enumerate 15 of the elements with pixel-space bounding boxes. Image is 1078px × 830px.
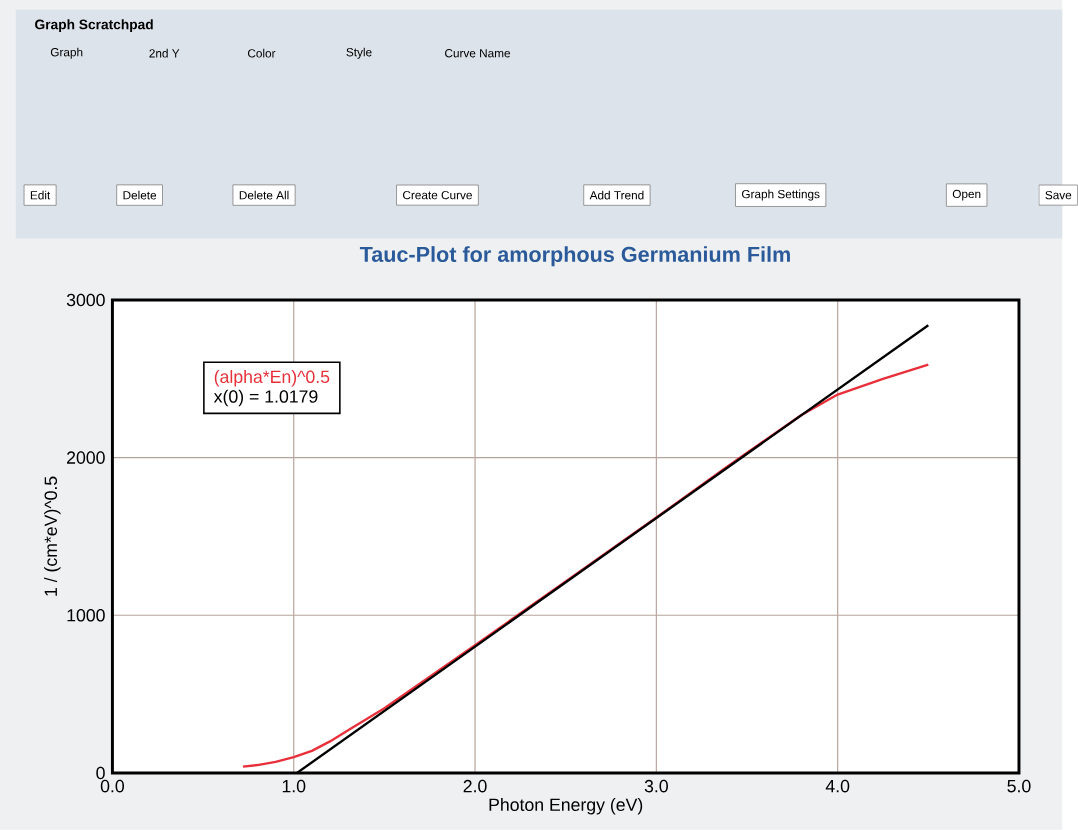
y-tick-label: 2000 [67,451,105,465]
x-axis-title: Photon Energy (eV) [489,798,643,815]
y-tick-label: 1000 [67,609,105,622]
text: x(0) = 1.0179 [213,389,318,407]
x-tick-label: 2.0 [463,780,487,793]
y-tick-label: 0 [96,766,105,780]
x-tick-label: 4.0 [825,780,850,793]
x-tick-label: 3.0 [644,780,668,793]
text: (alpha*En)^0.5 [214,370,330,387]
y-tick-label: 3000 [66,293,105,307]
x-tick-label: 0.0 [100,780,125,793]
x-tick-label: 1.0 [282,780,306,793]
x-tick-label: 5.0 [1007,780,1031,793]
y-axis-title: 1 / (cm*eV)^0.5 [44,476,61,596]
chart-title: Tauc-Plot for amorphous Germanium Film [359,246,790,267]
